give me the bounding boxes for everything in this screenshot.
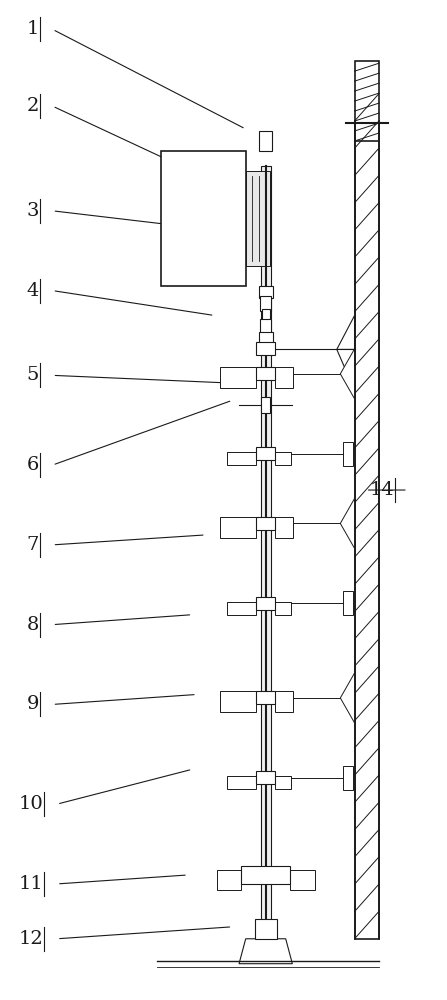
Bar [220,367,256,388]
Text: 9: 9 [27,695,39,713]
Bar [354,121,379,939]
Bar [227,452,256,465]
Bar [354,61,379,141]
Bar [227,776,256,789]
Text: 12: 12 [19,930,44,948]
Text: 14: 14 [370,481,395,499]
Bar [220,517,256,538]
Bar [256,517,275,530]
Bar [275,452,291,465]
Bar [241,866,290,884]
Text: 8: 8 [27,616,39,634]
Bar [256,771,275,784]
Bar [261,397,270,413]
Bar [261,309,270,321]
Bar [275,517,293,538]
Bar [256,691,275,704]
Text: 5: 5 [27,366,39,384]
Bar [261,166,270,939]
Bar [275,776,291,789]
Bar [343,591,353,615]
Text: 1: 1 [27,20,39,38]
Polygon shape [340,349,354,399]
Bar [260,296,271,311]
Bar [255,919,277,939]
Bar [260,319,271,333]
Bar [275,602,291,615]
Bar [246,171,270,266]
Bar [217,870,241,890]
Bar [259,286,273,298]
Bar [256,447,275,460]
Text: 4: 4 [27,282,39,300]
Bar [256,597,275,610]
Bar [227,602,256,615]
Text: 11: 11 [19,875,44,893]
Bar [275,367,293,388]
Bar [275,691,293,712]
Bar [161,151,246,286]
Text: 6: 6 [27,456,39,474]
Bar [290,870,315,890]
Bar [220,691,256,712]
Bar [259,332,273,345]
Polygon shape [337,316,354,349]
Text: 7: 7 [27,536,39,554]
Polygon shape [340,499,354,548]
Polygon shape [337,349,354,390]
Text: 3: 3 [27,202,39,220]
Bar [343,766,353,790]
Polygon shape [239,939,292,964]
Bar [259,131,272,151]
Polygon shape [340,673,354,723]
Text: 10: 10 [19,795,44,813]
Bar [343,442,353,466]
Text: 2: 2 [27,97,39,115]
Bar [256,342,275,355]
Bar [256,367,275,380]
